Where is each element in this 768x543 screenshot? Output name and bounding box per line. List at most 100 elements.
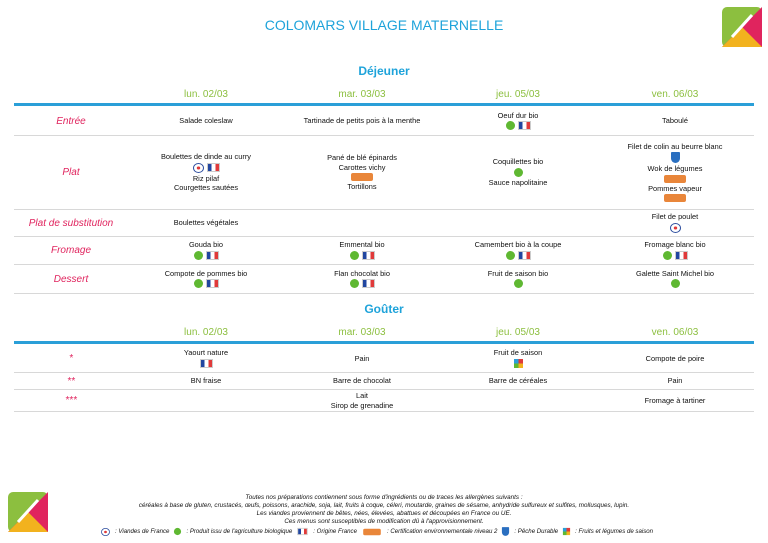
text: Compote de poire xyxy=(645,353,705,363)
bio-icon xyxy=(513,168,523,177)
text: : Origine France xyxy=(313,528,357,535)
icon-group xyxy=(670,152,680,164)
cell: Pain xyxy=(284,345,440,372)
table-row: *** Lait Sirop de grenadine Fromage à tar… xyxy=(14,390,754,412)
divider xyxy=(14,341,754,344)
cell: Coquillettes bio Sauce napolitaine xyxy=(440,136,596,209)
cell: Tartinade de petits pois à la menthe xyxy=(284,107,440,135)
section-heading: Déjeuner xyxy=(358,64,410,78)
logo xyxy=(8,492,48,532)
cell: Lait Sirop de grenadine xyxy=(284,390,440,411)
row-label: * xyxy=(69,353,73,364)
logo-part xyxy=(8,512,48,532)
cell: Galette Saint Michel bio xyxy=(596,265,754,293)
text: Filet de poulet xyxy=(651,212,699,222)
logo xyxy=(722,7,762,47)
cell: BN fraise xyxy=(128,373,284,389)
icon-group xyxy=(193,250,219,260)
cell: Oeuf dur bio xyxy=(440,107,596,135)
table-row: Dessert Compote de pommes bio Flan choco… xyxy=(14,265,754,294)
title: COLOMARS VILLAGE MATERNELLE xyxy=(264,17,504,33)
cell: Boulettes de dinde au curry Riz pilaf Cour… xyxy=(128,136,284,209)
cell: Salade coleslaw xyxy=(128,107,284,135)
text: Fruit de saison xyxy=(493,348,543,358)
text: Flan chocolat bio xyxy=(334,268,390,278)
cell: Fromage blanc bio xyxy=(596,237,754,264)
saison-icon xyxy=(563,527,571,536)
text: Carottes vichy xyxy=(338,162,386,172)
text: Wok de légumes xyxy=(647,164,703,174)
bio-icon xyxy=(670,279,680,289)
text: Pain xyxy=(354,353,370,363)
cell: Pané de blé épinards Carottes vichy Tortil… xyxy=(284,136,440,209)
text: mar. 03/03 xyxy=(338,89,386,100)
text: Salade coleslaw xyxy=(179,116,233,126)
icon-group xyxy=(349,250,375,260)
origine-france-icon xyxy=(199,358,213,368)
viandes-france-icon xyxy=(101,527,110,536)
icon-group xyxy=(193,279,219,289)
cell: Filet de poulet xyxy=(596,210,754,236)
table-row: Plat Boulettes de dinde au curry Riz pila… xyxy=(14,136,754,210)
footer-text: Les viandes proviennent de bêtes, nées, … xyxy=(256,510,512,517)
table-row: ** BN fraise Barre de chocolat Barre de … xyxy=(14,373,754,390)
origine-france-icon xyxy=(205,250,219,260)
footer-text: Toutes nos préparations contiennent sous… xyxy=(245,494,523,501)
bio-icon xyxy=(193,279,203,289)
cell: Camembert bio à la coupe xyxy=(440,237,596,264)
table-row: Entrée Salade coleslaw Tartinade de peti… xyxy=(14,107,754,136)
cell: Filet de colin au beurre blanc Wok de lég… xyxy=(596,136,754,209)
cell: Fromage à tartiner xyxy=(596,390,754,411)
bio-icon xyxy=(193,250,203,260)
cell: Compote de poire xyxy=(596,345,754,372)
cell: Boulettes végétales xyxy=(128,210,284,236)
text: : Pêche Durable xyxy=(514,528,559,535)
footer-text: Ces menus sont susceptibles de modificat… xyxy=(284,518,484,525)
origine-france-icon xyxy=(297,527,308,536)
origine-france-icon xyxy=(517,121,531,131)
hve-icon xyxy=(664,174,686,183)
logo-part xyxy=(722,27,762,47)
bio-icon xyxy=(513,279,523,289)
text: Yaourt nature xyxy=(183,348,229,358)
cell: Emmental bio xyxy=(284,237,440,264)
text: jeu. 05/03 xyxy=(496,89,540,100)
divider xyxy=(14,103,754,106)
text: : Certification environnementale niveau … xyxy=(386,528,498,535)
cell: Fruit de saison bio xyxy=(440,265,596,293)
icon-group xyxy=(513,168,523,177)
text: Gouda bio xyxy=(188,240,224,250)
icon-group xyxy=(664,194,686,203)
day-header: lun. 02/03 mar. 03/03 jeu. 05/03 ven. 06/03 xyxy=(14,327,754,339)
text: Fromage blanc bio xyxy=(644,240,706,250)
text: jeu. 05/03 xyxy=(496,327,540,338)
peche-durable-icon xyxy=(670,152,680,164)
text: mar. 03/03 xyxy=(338,327,386,338)
text: Emmental bio xyxy=(339,240,385,250)
bio-icon xyxy=(662,250,672,260)
table-row: Plat de substitution Boulettes végétales… xyxy=(14,210,754,237)
row-label: Plat de substitution xyxy=(28,217,114,229)
row-label: *** xyxy=(65,395,77,406)
origine-france-icon xyxy=(674,250,688,260)
bio-icon xyxy=(349,279,359,289)
row-label: Dessert xyxy=(53,273,89,285)
cell: Fruit de saison xyxy=(440,345,596,372)
text: Coquillettes bio xyxy=(492,157,544,167)
hve-icon xyxy=(363,528,381,535)
text: Pané de blé épinards xyxy=(327,153,397,163)
bio-icon xyxy=(174,527,182,536)
table-row: * Yaourt nature Pain Fruit de saison Com… xyxy=(14,345,754,373)
icon-group xyxy=(192,162,220,173)
text: BN fraise xyxy=(190,376,222,386)
cell: Gouda bio xyxy=(128,237,284,264)
origine-france-icon xyxy=(361,250,375,260)
viandes-france-icon xyxy=(192,162,204,173)
origine-france-icon xyxy=(205,279,219,289)
text: Barre de céréales xyxy=(488,376,548,386)
cell: Barre de céréales xyxy=(440,373,596,389)
icon-group xyxy=(505,121,531,131)
text: : Produit issu de l'agriculture biologiq… xyxy=(186,528,293,535)
day-header: lun. 02/03 mar. 03/03 jeu. 05/03 ven. 06/03 xyxy=(14,89,754,101)
icon-group xyxy=(513,358,523,368)
